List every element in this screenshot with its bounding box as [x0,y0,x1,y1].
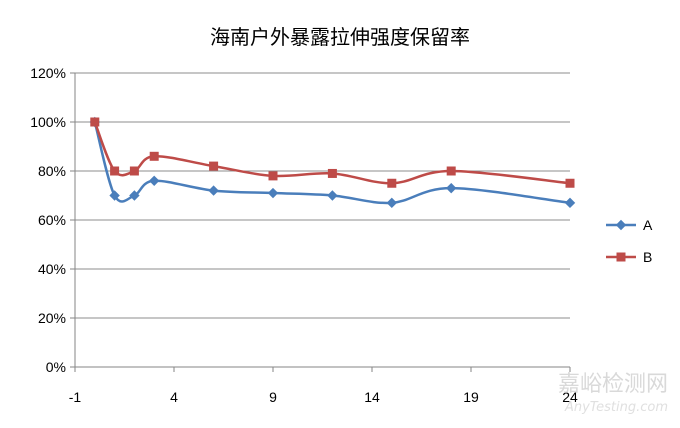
series-a-point [148,175,160,187]
y-tick-label: 20% [38,310,66,326]
series-b-point [110,166,120,176]
series-a-point [208,185,219,196]
series-b-point [90,117,100,127]
series-a-point [109,190,120,201]
series-a-point [445,182,457,194]
series-b-point [129,166,139,176]
series-b-point [149,151,159,161]
x-tick-label: -1 [69,389,82,405]
y-tick-label: 40% [38,261,66,277]
series-a-point [386,197,398,209]
y-tick-label: 100% [30,114,66,130]
legend: AB [606,217,653,265]
series-layer [89,116,576,209]
series-a [89,116,576,209]
x-tick-label: 9 [269,389,277,405]
x-tick-label: 19 [463,389,479,405]
grid-layer [75,72,570,319]
series-b-point [268,171,278,181]
x-tick-label: 24 [562,389,578,405]
legend-marker [615,219,627,231]
series-a-point [129,190,140,201]
legend-label: A [643,217,653,233]
watermark-sub: AnyTesting.com [564,400,668,415]
series-b-point [387,178,397,188]
legend-item-a: A [606,217,653,233]
series-a-point [327,190,338,201]
series-a-point [564,197,576,209]
legend-label: B [643,249,652,265]
chart-title: 海南户外暴露拉伸强度保留率 [210,25,470,49]
series-b-point [327,168,337,178]
legend-marker [616,252,626,262]
series-b [90,117,575,188]
series-b-line [93,121,571,185]
series-a-line [93,121,571,205]
series-b-point [209,161,219,171]
axis-layer: 0% 20% 40% 60% 80% 100% 120% -1 4 9 14 19 24 [30,65,578,405]
y-tick-label: 60% [38,212,66,228]
series-b-point [565,178,575,188]
watermark: 嘉峪检测网 AnyTesting.com [558,372,668,415]
series-b-point [446,166,456,176]
x-tick-label: 4 [170,389,178,405]
x-tick-label: 14 [364,389,380,405]
series-a-point [267,187,279,199]
legend-item-b: B [606,249,652,265]
watermark-main: 嘉峪检测网 [558,372,668,397]
y-tick-label: 0% [46,359,66,375]
y-tick-label: 80% [38,163,66,179]
y-tick-label: 120% [30,65,66,81]
